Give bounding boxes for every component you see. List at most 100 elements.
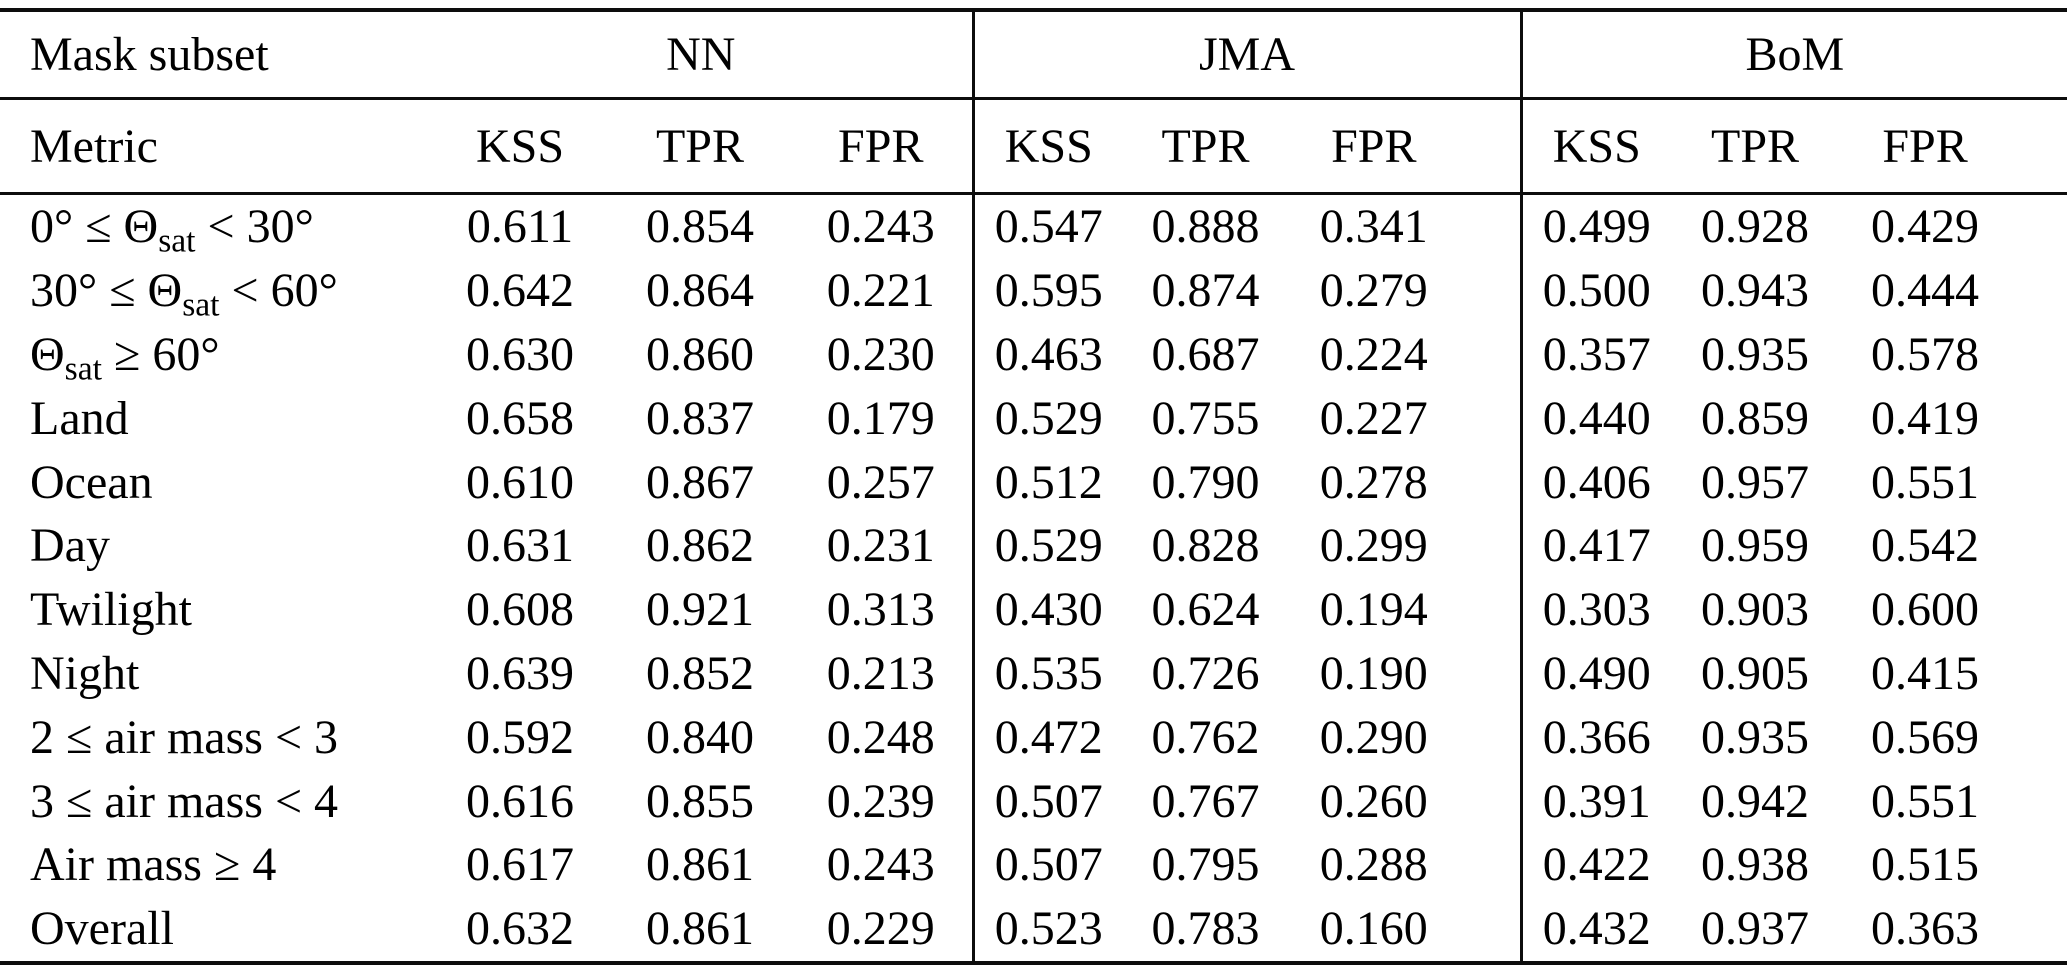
value-cell-bom-tpr: 0.935 — [1701, 327, 1810, 381]
value-cell-jma-tpr: 0.762 — [1151, 710, 1260, 764]
value-cell-jma-kss: 0.512 — [971, 450, 1123, 514]
value-cell-bom-kss: 0.366 — [1519, 705, 1672, 770]
value-cell-nn-tpr: 0.837 — [646, 391, 754, 445]
value-cell-nn-fpr: 0.213 — [826, 646, 935, 700]
value-cell-bom-kss: 0.417 — [1519, 513, 1672, 578]
value-cell-bom-tpr: 0.957 — [1701, 455, 1810, 509]
value-cell-bom-kss: 0.432 — [1519, 896, 1672, 963]
table-row: Ocean 0.610 0.867 0.257 0.512 0.790 0.278 0.406… — [0, 450, 2067, 514]
row-label: Night — [30, 646, 140, 700]
row-label: 2 ≤ air mass < 3 — [30, 710, 339, 764]
value-cell-bom-tpr: 0.859 — [1701, 391, 1810, 445]
row-label: Land — [30, 391, 129, 445]
value-cell-jma-tpr: 0.726 — [1151, 646, 1260, 700]
value-cell-bom-fpr: 0.569 — [1871, 710, 1980, 764]
table-row: Θsat ≥ 60° 0.630 0.860 0.230 0.463 0.687 0.224… — [0, 322, 2067, 388]
value-cell-nn-tpr: 0.854 — [646, 200, 754, 254]
value-cell-jma-kss: 0.547 — [971, 193, 1123, 259]
value-cell-bom-tpr: 0.937 — [1701, 902, 1810, 956]
value-cell-nn-tpr: 0.867 — [646, 455, 754, 509]
value-cell-nn-fpr: 0.229 — [826, 902, 935, 956]
value-cell-jma-tpr: 0.687 — [1151, 327, 1260, 381]
col-header-bom-kss: KSS — [1519, 98, 1672, 195]
value-cell-nn-fpr: 0.239 — [826, 774, 935, 828]
value-cell-bom-kss: 0.440 — [1519, 386, 1672, 451]
value-cell-jma-kss: 0.535 — [971, 641, 1123, 706]
value-cell-jma-fpr: 0.341 — [1319, 200, 1428, 254]
row-label: Ocean — [30, 455, 153, 509]
value-cell-jma-kss: 0.430 — [971, 577, 1123, 642]
metric-header-row: Metric KSS TPR FPR KSS TPR FPR KSS TPR F… — [0, 98, 2067, 195]
value-cell-bom-kss: 0.406 — [1519, 450, 1672, 514]
value-cell-nn-fpr: 0.231 — [826, 519, 935, 573]
corner-label: Mask subset — [0, 10, 430, 100]
value-cell-jma-tpr: 0.767 — [1151, 774, 1260, 828]
metric-label: Metric — [0, 98, 430, 195]
row-label: Overall — [30, 902, 174, 956]
value-cell-jma-kss: 0.523 — [971, 896, 1123, 963]
value-cell-jma-kss: 0.463 — [971, 322, 1123, 387]
value-cell-nn-kss: 0.616 — [466, 774, 574, 828]
value-cell-nn-tpr: 0.921 — [646, 583, 754, 637]
value-cell-bom-tpr: 0.942 — [1701, 774, 1810, 828]
value-cell-bom-tpr: 0.959 — [1701, 519, 1810, 573]
value-cell-bom-fpr: 0.363 — [1871, 902, 1980, 956]
value-cell-nn-fpr: 0.179 — [826, 391, 935, 445]
value-cell-bom-fpr: 0.429 — [1871, 200, 1980, 254]
value-cell-nn-tpr: 0.861 — [646, 902, 754, 956]
value-cell-nn-tpr: 0.852 — [646, 646, 754, 700]
row-label: 0° ≤ Θsat < 30° — [30, 200, 314, 260]
value-cell-bom-fpr: 0.551 — [1871, 455, 1980, 509]
value-cell-jma-fpr: 0.288 — [1319, 838, 1428, 892]
value-cell-bom-tpr: 0.935 — [1701, 710, 1810, 764]
value-cell-nn-tpr: 0.840 — [646, 710, 754, 764]
group-header-jma: JMA — [971, 10, 1522, 100]
col-header-nn-tpr: TPR — [610, 98, 790, 195]
col-header-jma-fpr: FPR — [1288, 98, 1522, 195]
table-row: 30° ≤ Θsat < 60° 0.642 0.864 0.221 0.595 0.87… — [0, 258, 2067, 323]
value-cell-nn-kss: 0.642 — [466, 264, 574, 318]
table-row: 3 ≤ air mass < 4 0.616 0.855 0.239 0.507 0.76… — [0, 769, 2067, 833]
row-label: Θsat ≥ 60° — [30, 327, 220, 388]
value-cell-nn-kss: 0.610 — [466, 455, 574, 509]
value-cell-nn-kss: 0.608 — [466, 583, 574, 637]
table-body: 0° ≤ Θsat < 30° 0.611 0.854 0.243 0.547 0.888… — [0, 193, 2067, 963]
value-cell-nn-tpr: 0.860 — [646, 327, 754, 381]
value-cell-bom-tpr: 0.943 — [1701, 264, 1810, 318]
value-cell-nn-tpr: 0.861 — [646, 838, 754, 892]
value-cell-jma-tpr: 0.755 — [1151, 391, 1260, 445]
col-header-nn-kss: KSS — [430, 98, 610, 195]
value-cell-jma-kss: 0.595 — [971, 258, 1123, 323]
col-header-bom-tpr: TPR — [1671, 98, 1840, 195]
col-header-jma-kss: KSS — [971, 98, 1123, 195]
verification-metrics-table: Mask subset NN JMA BoM Metric KSS TPR FP… — [0, 8, 2067, 965]
value-cell-bom-tpr: 0.938 — [1701, 838, 1810, 892]
value-cell-bom-kss: 0.490 — [1519, 641, 1672, 706]
value-cell-jma-fpr: 0.290 — [1319, 710, 1428, 764]
value-cell-jma-kss: 0.529 — [971, 386, 1123, 451]
value-cell-bom-kss: 0.499 — [1519, 193, 1672, 259]
value-cell-bom-kss: 0.422 — [1519, 832, 1672, 897]
value-cell-bom-fpr: 0.600 — [1871, 583, 1980, 637]
value-cell-bom-kss: 0.303 — [1519, 577, 1672, 642]
group-header-row: Mask subset NN JMA BoM — [0, 10, 2067, 100]
value-cell-nn-kss: 0.639 — [466, 646, 574, 700]
value-cell-jma-fpr: 0.160 — [1319, 902, 1428, 956]
value-cell-nn-fpr: 0.257 — [826, 455, 935, 509]
value-cell-nn-tpr: 0.862 — [646, 519, 754, 573]
table-row: Overall 0.632 0.861 0.229 0.523 0.783 0.160 0.4… — [0, 896, 2067, 963]
value-cell-nn-fpr: 0.243 — [826, 838, 935, 892]
group-header-nn: NN — [430, 10, 973, 100]
value-cell-jma-tpr: 0.795 — [1151, 838, 1260, 892]
value-cell-nn-kss: 0.617 — [466, 838, 574, 892]
value-cell-jma-fpr: 0.299 — [1319, 519, 1428, 573]
table-row: 2 ≤ air mass < 3 0.592 0.840 0.248 0.472 0.76… — [0, 705, 2067, 770]
value-cell-nn-fpr: 0.313 — [826, 583, 935, 637]
value-cell-jma-tpr: 0.624 — [1151, 583, 1260, 637]
value-cell-nn-kss: 0.658 — [466, 391, 574, 445]
value-cell-bom-fpr: 0.551 — [1871, 774, 1980, 828]
table-row: Day 0.631 0.862 0.231 0.529 0.828 0.299 0.417 0.… — [0, 513, 2067, 578]
value-cell-bom-kss: 0.357 — [1519, 322, 1672, 387]
value-cell-bom-tpr: 0.905 — [1701, 646, 1810, 700]
value-cell-jma-fpr: 0.190 — [1319, 646, 1428, 700]
